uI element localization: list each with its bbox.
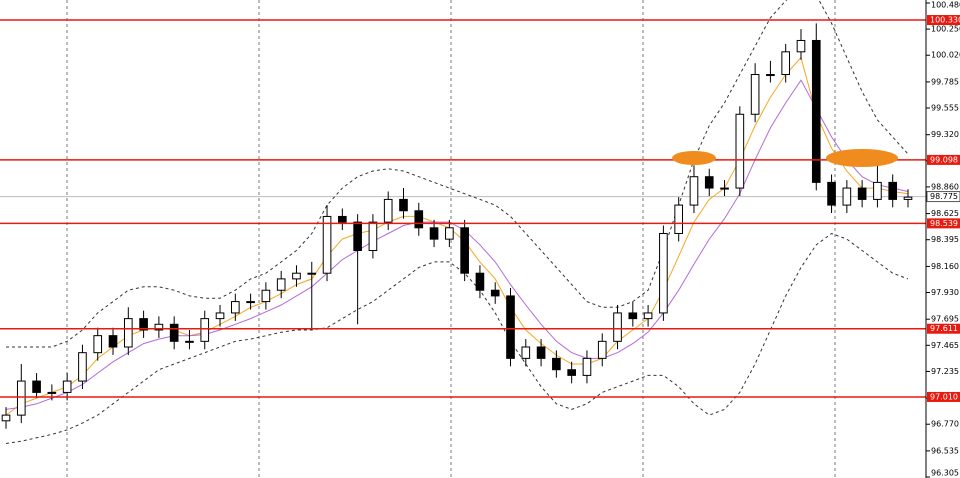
candle-body [185,340,194,343]
y-tick-label: 97.930 [931,288,959,297]
candle-body [261,289,271,303]
candle-body [704,176,714,189]
candle-body [643,312,653,320]
y-tick-label: 99.555 [931,104,959,113]
y-tick-label: 97.465 [931,341,959,350]
y-tick-label: 98.860 [931,182,959,191]
candle-body [567,369,576,376]
candle-body [292,272,301,280]
plot-area [0,0,926,444]
level-label: 97.010 [930,392,958,401]
y-tick-label: 100.020 [931,51,960,60]
candle-body [475,272,485,291]
y-tick-label: 99.785 [931,77,959,86]
candle-body [78,352,87,382]
y-tick-label: 98.160 [931,262,959,271]
candle-body [93,335,103,354]
candle-body [628,312,638,320]
current-price-label: 98.775 [930,192,958,201]
moving-average [5,79,909,410]
y-tick-label: 98.395 [931,235,959,244]
y-tick-label: 100.250 [931,25,960,34]
candle-body [490,289,500,297]
band-line [6,0,909,348]
candle-body [108,335,118,348]
candle-body [169,323,179,342]
level-label-box [927,15,960,26]
y-tick-label: 96.770 [931,420,959,429]
candle-body [215,312,225,320]
candle-body [139,318,148,331]
y-tick-label: 96.535 [931,446,959,455]
candle-body [827,181,836,206]
candle-body [231,301,240,314]
candle-body [689,176,699,206]
candle-body [399,198,408,212]
level-label-box [927,154,960,165]
candle-body [154,323,164,331]
y-tick-label: 99.320 [931,130,959,139]
candle-body [766,74,775,77]
current-price-box [926,191,960,203]
candle-body [750,74,760,115]
band-line [5,232,909,444]
level-label: 97.611 [930,324,958,333]
candle-body [720,187,729,190]
y-tick-label: 97.235 [931,367,959,376]
candle-body [338,215,347,223]
candle-body [796,39,806,53]
candle-body [613,312,622,342]
level-label: 100.330 [930,16,960,25]
y-tick-label: 97.695 [931,315,959,324]
candle-body [322,215,332,274]
level-label: 98.539 [930,219,958,228]
candle-body [888,181,898,200]
level-label-box [927,391,960,402]
candle-body [781,51,791,76]
candle-body [552,357,561,371]
price-axis: 100.480 100.250 100.020 99.785 99.555 99.320 9… [925,0,960,478]
candle-body [383,198,393,223]
candle-body [429,227,439,240]
candle-body [368,221,378,252]
candle-body [735,113,745,189]
y-tick-label: 98.625 [931,209,959,218]
candle-body [353,221,362,252]
highlight-ellipse [826,149,898,167]
candle-body [582,357,592,376]
candle-body [246,301,255,304]
candle-body [811,39,821,183]
level-label-box [927,218,960,229]
candle-body [842,187,852,206]
candle-body [521,346,531,359]
candle-body [414,210,424,229]
y-tick-label: 96.305 [931,469,959,478]
y-tick-label: 100.480 [931,1,960,10]
candle-body [674,204,684,234]
level-label-box [927,323,960,334]
candle-body [32,380,41,393]
candle-body [659,232,668,314]
candle-body [123,318,133,348]
candle-body [445,227,454,240]
candle-body [873,181,882,200]
candle-body [307,272,317,275]
candle-body [597,340,607,359]
candle-body [16,380,26,416]
candle-body [903,196,913,200]
candle-body [536,346,546,359]
highlight-ellipse [672,151,716,165]
candle-body [276,278,286,291]
candle-body [62,380,72,393]
candle-body [506,295,515,359]
level-label: 99.098 [930,155,958,164]
candle-body [460,227,469,274]
candle-body [857,187,867,200]
candle-body [200,318,210,342]
candle-body [47,391,57,394]
candle-body [1,414,11,422]
